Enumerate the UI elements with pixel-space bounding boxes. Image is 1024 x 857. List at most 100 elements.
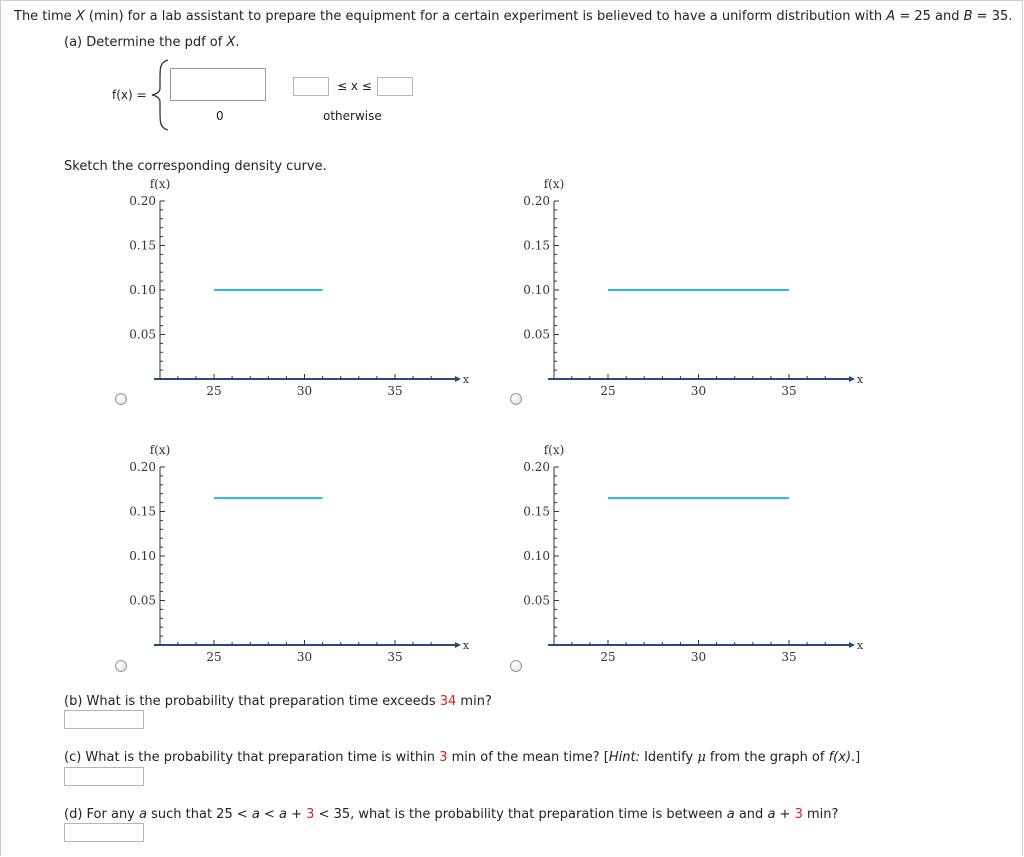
x-tick-label: 35	[781, 384, 796, 398]
part-a-end: .	[235, 35, 240, 50]
part-b-answer-input[interactable]	[64, 710, 144, 729]
part-c-question: (c) What is the probability that prepara…	[64, 750, 860, 766]
sketch-prompt: Sketch the corresponding density curve.	[64, 159, 327, 174]
plot-option-4: 0.20 0.15 0.10 0.05 f(x) 25 30 35 x	[494, 442, 874, 672]
y-tick-label: 0.10	[523, 549, 550, 563]
var-a: a	[251, 807, 260, 822]
x-tick-label: 30	[691, 650, 706, 664]
y-tick-label: 0.20	[129, 194, 156, 208]
radio-option-4[interactable]	[510, 660, 522, 672]
y-tick-label: 0.05	[129, 594, 156, 608]
x-axis-arrow	[455, 376, 461, 382]
y-tick-label: 0.05	[129, 328, 156, 342]
part-b-number: 34	[439, 694, 457, 709]
y-axis-label: f(x)	[150, 177, 171, 191]
part-b-question: (b) What is the probability that prepara…	[64, 694, 492, 710]
part-a-text: (a) Determine the pdf of	[64, 35, 227, 50]
x-axis-label: x	[857, 639, 864, 652]
fx-label: f(x) =	[112, 87, 147, 103]
curly-brace	[151, 59, 169, 131]
part-c-hint: Hint:	[608, 750, 640, 765]
part-d-text-7: +	[775, 807, 795, 822]
radio-option-1[interactable]	[115, 393, 127, 405]
part-c-text-4: from the graph of	[705, 750, 829, 765]
lower-bound-input[interactable]	[293, 77, 329, 96]
zero-value: 0	[216, 109, 224, 123]
x-tick-label: 25	[600, 650, 615, 664]
x-axis-arrow	[849, 376, 855, 382]
var-a: a	[767, 807, 776, 822]
y-tick-label: 0.20	[523, 460, 550, 474]
part-d-answer-input[interactable]	[64, 823, 144, 842]
intro-var: X	[75, 9, 85, 24]
x-axis-arrow	[849, 642, 855, 648]
part-c-fx: f(x)	[828, 750, 852, 765]
part-d-text-6: and	[734, 807, 768, 822]
y-tick-label: 0.05	[523, 594, 550, 608]
part-c-answer-input[interactable]	[64, 767, 144, 786]
y-tick-label: 0.20	[523, 194, 550, 208]
part-c-text-3: Identify	[639, 750, 698, 765]
plot-option-3: 0.20 0.15 0.10 0.05 f(x) 25 30 35 x	[100, 442, 480, 672]
intro-B: B	[963, 9, 973, 24]
y-tick-label: 0.05	[523, 328, 550, 342]
x-tick-label: 25	[600, 384, 615, 398]
intro-text: The time	[14, 9, 76, 24]
plot-option-2: 0.20 0.15 0.10 0.05 f(x) 25 30 35 x	[494, 176, 874, 406]
plot-1-svg: 0.20 0.15 0.10 0.05 f(x) 25 30 35 x	[129, 177, 470, 398]
plot-3-svg: 0.20 0.15 0.10 0.05 f(x) 25 30 35 x	[129, 443, 470, 664]
intro-text-2: (min) for a lab assistant to prepare the…	[84, 9, 887, 24]
x-tick-label: 25	[206, 650, 221, 664]
plot-2-svg: 0.20 0.15 0.10 0.05 f(x) 25 30 35 x	[523, 177, 864, 398]
x-tick-label: 25	[206, 384, 221, 398]
radio-option-3[interactable]	[115, 660, 127, 672]
var-a: a	[139, 807, 147, 822]
pdf-value-input[interactable]	[170, 68, 266, 101]
part-c-number: 3	[439, 750, 448, 765]
part-d-number-2: 3	[794, 807, 803, 822]
y-tick-label: 0.10	[129, 283, 156, 297]
part-d-question: (d) For any a such that 25 < a < a + 3 <…	[64, 807, 838, 823]
x-tick-label: 30	[691, 384, 706, 398]
y-tick-label: 0.10	[523, 283, 550, 297]
question-intro: The time X (min) for a lab assistant to …	[14, 9, 1012, 25]
x-tick-label: 35	[781, 650, 796, 664]
x-tick-label: 30	[297, 650, 312, 664]
x-axis-label: x	[463, 639, 470, 652]
part-d-text-3: <	[259, 807, 280, 822]
part-d-text-5: < 35, what is the probability that prepa…	[314, 807, 727, 822]
part-b-text-end: min?	[456, 694, 492, 709]
part-c-text-2: min of the mean time? [	[447, 750, 609, 765]
var-a: a	[279, 807, 287, 822]
fx-text: f(x)	[112, 88, 133, 102]
part-d-text-4: +	[287, 807, 307, 822]
inequality-text: ≤ x ≤	[337, 79, 372, 93]
part-c-text-5: .]	[851, 750, 861, 765]
otherwise-text: otherwise	[323, 109, 382, 123]
x-tick-label: 30	[297, 384, 312, 398]
y-tick-label: 0.10	[129, 549, 156, 563]
x-axis-label: x	[857, 373, 864, 386]
y-axis-label: f(x)	[150, 443, 171, 457]
y-tick-label: 0.15	[523, 239, 550, 253]
upper-bound-input[interactable]	[377, 77, 413, 96]
x-axis-arrow	[455, 642, 461, 648]
part-a-var: X	[226, 35, 236, 50]
part-c-text: (c) What is the probability that prepara…	[64, 750, 440, 765]
x-tick-label: 35	[387, 384, 402, 398]
part-d-text-8: min?	[802, 807, 839, 822]
var-a: a	[726, 807, 735, 822]
intro-A: A	[886, 9, 896, 24]
plot-4-svg: 0.20 0.15 0.10 0.05 f(x) 25 30 35 x	[523, 443, 864, 664]
radio-option-2[interactable]	[510, 393, 522, 405]
part-d-number: 3	[306, 807, 315, 822]
equals-sign: =	[132, 88, 147, 102]
x-axis-label: x	[463, 373, 470, 386]
mu-symbol: μ	[697, 750, 706, 765]
y-tick-label: 0.20	[129, 460, 156, 474]
y-tick-label: 0.15	[129, 239, 156, 253]
intro-text-4: = 35.	[972, 9, 1013, 24]
part-d-text: (d) For any	[64, 807, 140, 822]
part-b-text: (b) What is the probability that prepara…	[64, 694, 440, 709]
